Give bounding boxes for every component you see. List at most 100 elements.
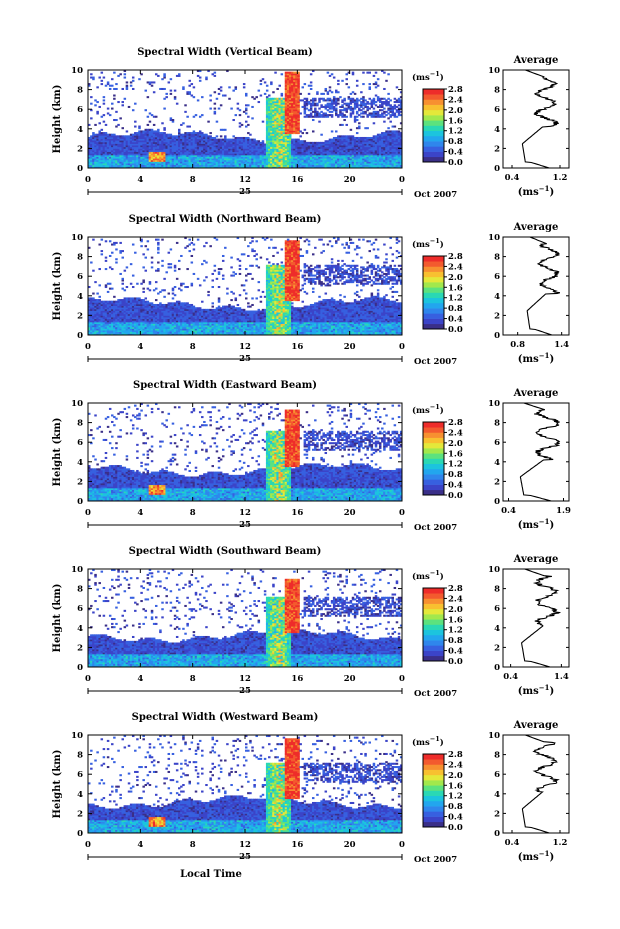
heatmap-cell: [335, 99, 338, 102]
heatmap-cell: [368, 140, 371, 143]
heatmap-cell: [215, 159, 219, 162]
heatmap-cell: [136, 138, 139, 141]
heatmap-cell: [119, 158, 122, 161]
heatmap-cell: [157, 159, 160, 162]
heatmap-cell: [148, 140, 152, 143]
heatmap-cell: [100, 150, 104, 153]
heatmap-cell: [397, 154, 401, 157]
heatmap-cell: [188, 164, 191, 167]
heatmap-cell: [286, 81, 290, 84]
heatmap-cell: [245, 125, 248, 128]
heatmap-cell: [293, 87, 296, 90]
heatmap-cell: [144, 269, 148, 272]
heatmap-cell: [125, 135, 129, 138]
heatmap-cell: [274, 135, 277, 138]
heatmap-cell: [274, 141, 277, 144]
heatmap-cell: [339, 136, 342, 139]
heatmap-cell: [351, 158, 355, 161]
heatmap-cell: [167, 133, 171, 136]
heatmap-cell: [355, 112, 359, 115]
heatmap-cell: [171, 145, 175, 148]
heatmap-cell: [347, 86, 351, 89]
heatmap-cell: [355, 161, 359, 164]
heatmap-cell: [92, 320, 95, 323]
heatmap-cell: [353, 120, 357, 123]
heatmap-cell: [242, 146, 246, 149]
x-tick-label: 4: [137, 175, 143, 185]
heatmap-cell: [372, 122, 376, 125]
heatmap-cell: [108, 153, 112, 156]
heatmap-cell: [270, 120, 273, 123]
heatmap-cell: [98, 166, 101, 169]
heatmap-cell: [100, 146, 104, 149]
heatmap-cell: [88, 83, 91, 86]
heatmap-cell: [360, 161, 363, 164]
heatmap-cell: [90, 328, 93, 331]
heatmap-cell: [268, 138, 271, 141]
heatmap-cell: [238, 145, 242, 148]
heatmap-cell: [270, 83, 273, 86]
heatmap-cell: [182, 133, 185, 136]
heatmap-cell: [328, 99, 332, 102]
heatmap-cell: [226, 159, 229, 162]
heatmap-cell: [366, 138, 369, 141]
heatmap-cell: [146, 143, 150, 146]
heatmap-cell: [119, 150, 122, 153]
heatmap-cell: [391, 133, 395, 136]
heatmap-cell: [295, 83, 298, 86]
heatmap-cell: [157, 138, 160, 141]
heatmap-cell: [288, 141, 292, 144]
heatmap-cell: [167, 159, 171, 162]
heatmap-cell: [94, 133, 97, 136]
heatmap-cell: [268, 163, 271, 166]
heatmap-cell: [320, 115, 323, 118]
heatmap-cell: [278, 97, 281, 100]
heatmap-cell: [154, 151, 158, 154]
heatmap-cell: [96, 163, 99, 166]
heatmap-cell: [194, 140, 198, 143]
heatmap-cell: [320, 133, 323, 136]
heatmap-cell: [232, 156, 235, 159]
heatmap-cell: [335, 91, 338, 94]
heatmap-cell: [134, 166, 137, 169]
heatmap-cell: [242, 151, 246, 154]
heatmap-cell: [366, 154, 369, 157]
heatmap-cell: [288, 89, 292, 92]
heatmap-cell: [163, 76, 166, 79]
heatmap-cell: [284, 156, 288, 159]
heatmap-cell: [226, 138, 229, 141]
heatmap-cell: [96, 151, 99, 154]
heatmap-cell: [278, 115, 281, 118]
heatmap-cell: [320, 153, 323, 156]
heatmap-cell: [134, 136, 137, 139]
heatmap-cell: [247, 123, 250, 126]
heatmap-cell: [355, 132, 359, 135]
heatmap-cell: [337, 115, 340, 118]
heatmap-cell: [150, 132, 154, 135]
heatmap-cell: [366, 114, 369, 117]
heatmap-cell: [314, 141, 317, 144]
heatmap-cell: [255, 141, 258, 144]
heatmap-cell: [286, 109, 290, 112]
heatmap-cell: [173, 161, 177, 164]
heatmap-cell: [297, 83, 300, 86]
heatmap-cell: [157, 74, 160, 77]
heatmap-cell: [173, 154, 177, 157]
heatmap-cell: [395, 130, 399, 133]
heatmap-cell: [345, 123, 348, 126]
heatmap-cell: [255, 156, 258, 159]
heatmap-cell: [108, 240, 112, 243]
heatmap-cell: [293, 154, 296, 157]
heatmap-cell: [123, 70, 127, 73]
heatmap-cell: [146, 130, 150, 133]
heatmap-cell: [169, 166, 173, 169]
heatmap-cell: [245, 154, 248, 157]
heatmap-cell: [131, 141, 135, 144]
heatmap-cell: [297, 71, 300, 74]
heatmap-cell: [368, 154, 371, 157]
heatmap-cell: [180, 143, 183, 146]
heatmap-cell: [92, 323, 95, 326]
heatmap-cell: [142, 146, 145, 149]
heatmap-cell: [288, 154, 292, 157]
heatmap-cell: [209, 132, 212, 135]
